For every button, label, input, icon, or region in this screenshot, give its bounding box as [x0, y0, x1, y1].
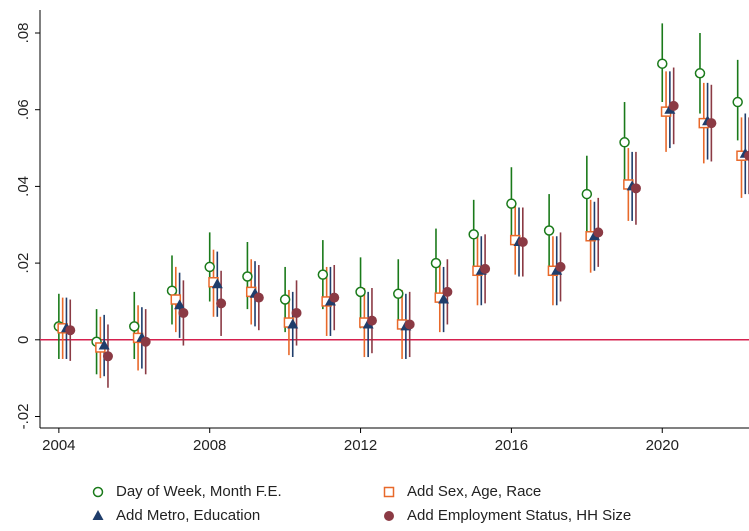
marker-circle: [317, 269, 329, 280]
marker-circle: [430, 257, 442, 269]
marker-dot: [178, 307, 189, 318]
marker-circle: [355, 286, 366, 298]
marker-dot: [517, 237, 528, 248]
marker-dot: [216, 298, 227, 309]
marker-circle: [166, 285, 178, 296]
x-tick-label: 2020: [646, 437, 679, 454]
x-tick-label: 2008: [193, 437, 226, 454]
y-tick-label: .04: [15, 176, 32, 197]
marker-dot: [329, 292, 340, 303]
y-tick-label: .06: [15, 99, 32, 120]
marker-dot: [384, 511, 394, 521]
marker-circle: [543, 225, 555, 236]
marker-circle: [732, 96, 743, 108]
marker-circle: [657, 58, 668, 69]
y-tick-label: .02: [15, 253, 32, 274]
x-tick-label: 2012: [344, 437, 377, 454]
x-tick-label: 2016: [495, 437, 528, 454]
y-tick-label: -.02: [15, 404, 32, 430]
x-tick-label: 2004: [42, 437, 75, 454]
marker-dot: [706, 118, 717, 129]
marker-dot: [442, 286, 453, 297]
marker-triangle: [174, 299, 186, 310]
marker-square: [383, 486, 395, 498]
marker-triangle: [287, 318, 299, 329]
legend-label: Add Sex, Age, Race: [407, 483, 541, 500]
marker-dot: [102, 351, 113, 362]
marker-circle: [694, 68, 706, 79]
y-tick-label: 0: [15, 336, 32, 344]
marker-square: [170, 294, 182, 305]
marker-dot: [668, 100, 679, 111]
marker-dot: [65, 325, 76, 336]
marker-dot: [593, 227, 604, 238]
marker-circle: [619, 137, 630, 148]
marker-triangle: [438, 293, 450, 304]
y-tick-label: .08: [15, 23, 32, 44]
marker-circle: [393, 288, 404, 300]
marker-dot: [253, 292, 264, 303]
marker-triangle: [92, 510, 104, 520]
marker-triangle: [211, 278, 223, 289]
marker-dot: [555, 261, 566, 272]
marker-circle: [204, 261, 215, 273]
marker-dot: [630, 183, 641, 194]
marker-dot: [366, 315, 377, 326]
marker-circle: [129, 321, 140, 332]
legend-label: Add Employment Status, HH Size: [407, 507, 631, 524]
marker-circle: [506, 198, 517, 209]
marker-circle: [279, 294, 291, 305]
marker-dot: [291, 307, 302, 318]
marker-dot: [140, 336, 151, 347]
legend-label: Day of Week, Month F.E.: [116, 483, 282, 500]
marker-dot: [480, 263, 491, 274]
marker-dot: [744, 150, 749, 161]
marker-circle: [92, 486, 104, 498]
marker-circle: [581, 188, 593, 200]
marker-circle: [468, 229, 479, 240]
marker-circle: [242, 271, 253, 282]
marker-dot: [404, 319, 415, 330]
legend-label: Add Metro, Education: [116, 507, 260, 524]
marker-triangle: [98, 339, 110, 350]
